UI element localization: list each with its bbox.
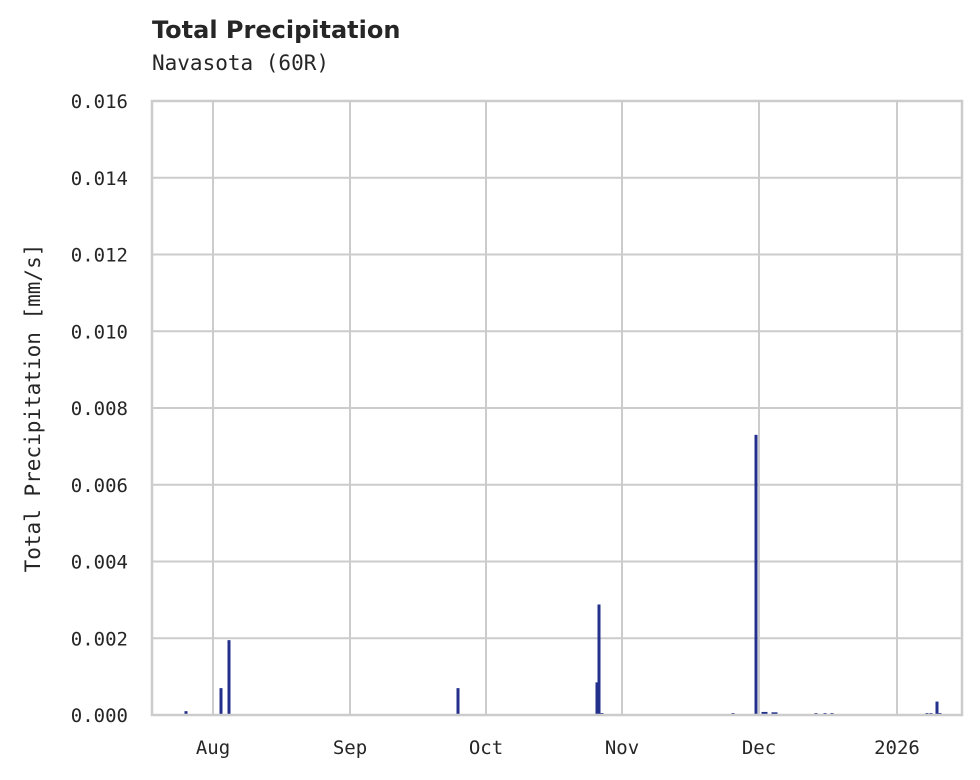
precip-bar <box>227 640 231 715</box>
x-tick-label: Sep <box>333 737 367 759</box>
y-tick-label: 0.014 <box>71 168 128 190</box>
y-tick-label: 0.002 <box>71 628 128 650</box>
y-tick-label: 0.008 <box>71 398 128 420</box>
y-tick-label: 0.004 <box>71 552 128 574</box>
grid-lines <box>152 100 962 716</box>
x-tick-label: Dec <box>742 737 776 759</box>
y-axis-ticks: 0.000 0.002 0.004 0.006 0.008 0.010 0.012 0.014… <box>71 91 128 727</box>
precip-bar <box>754 434 758 715</box>
x-tick-label: Oct <box>469 737 503 759</box>
chart-subtitle: Navasota (60R) <box>152 51 330 75</box>
precip-bar <box>761 711 765 715</box>
precip-bar <box>595 682 599 715</box>
precip-bar <box>219 688 223 715</box>
plot-frame <box>150 99 964 717</box>
y-tick-label: 0.000 <box>71 705 128 727</box>
precip-bar <box>774 712 778 715</box>
y-tick-label: 0.012 <box>71 245 128 267</box>
y-tick-label: 0.016 <box>71 91 128 113</box>
x-tick-label: Aug <box>196 737 230 759</box>
chart-title: Total Precipitation <box>152 16 401 44</box>
x-tick-label: Nov <box>605 737 639 759</box>
x-axis-ticks: Aug Sep Oct Nov Dec 2026 <box>196 737 920 759</box>
x-tick-label: 2026 <box>874 737 920 759</box>
precip-bar <box>771 712 775 715</box>
y-tick-label: 0.006 <box>71 475 128 497</box>
precipitation-bars <box>184 434 942 715</box>
precip-bar <box>227 699 231 715</box>
precip-bar <box>597 604 601 715</box>
y-tick-label: 0.010 <box>71 321 128 343</box>
precip-bar <box>456 688 460 715</box>
precip-bar <box>764 711 768 715</box>
precip-bar <box>935 701 939 715</box>
precip-bar <box>184 711 188 715</box>
